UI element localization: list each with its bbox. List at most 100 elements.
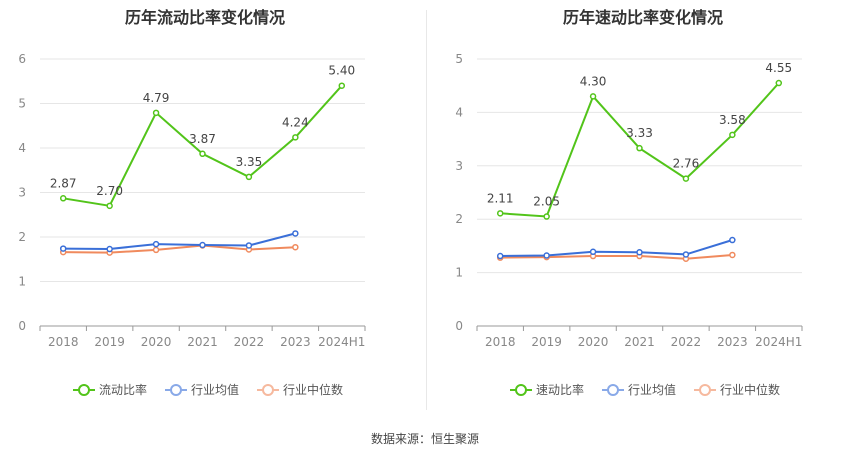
data-point [729, 131, 736, 139]
data-point [729, 251, 736, 259]
data-label: 3.35 [236, 155, 263, 169]
x-tick-label: 2022 [234, 335, 265, 349]
y-tick-label: 6 [18, 52, 26, 66]
data-label: 2.76 [673, 157, 700, 171]
data-label: 4.24 [282, 115, 309, 129]
data-label: 4.55 [765, 61, 792, 75]
legend-swatch [694, 383, 717, 397]
data-point [292, 134, 299, 141]
y-tick-label: 0 [455, 319, 463, 333]
data-point [589, 248, 597, 256]
data-point [59, 195, 67, 202]
data-point [59, 245, 67, 252]
y-tick-label: 1 [455, 266, 463, 280]
data-point [682, 251, 690, 258]
data-label: 2.11 [487, 191, 514, 205]
legend-item[interactable]: 速动比率 [510, 381, 584, 398]
left-legend: 流动比率 行业均值 行业中位数 [73, 381, 343, 398]
data-point [543, 252, 550, 259]
data-point [199, 241, 206, 249]
data-label: 3.33 [626, 126, 653, 140]
data-label: 2.87 [50, 176, 77, 190]
left-chart-title: 历年流动比率变化情况 [124, 8, 285, 27]
data-point [589, 93, 597, 100]
data-point [245, 173, 253, 181]
y-tick-label: 4 [18, 141, 26, 155]
legend-swatch [165, 383, 188, 397]
x-tick-label: 2024H1 [755, 335, 802, 349]
x-tick-label: 2021 [187, 335, 218, 349]
data-label: 2.05 [533, 195, 560, 209]
x-tick-label: 2023 [280, 335, 311, 349]
data-point [245, 242, 253, 249]
data-label: 3.87 [189, 132, 216, 146]
x-tick-label: 2018 [48, 335, 79, 349]
y-tick-label: 3 [455, 159, 463, 173]
data-point [152, 109, 160, 117]
data-label: 2.70 [96, 184, 123, 198]
chart-divider [426, 10, 427, 410]
legend-item[interactable]: 行业均值 [602, 381, 676, 398]
data-point [152, 246, 160, 254]
data-point [543, 213, 550, 220]
data-label: 5.40 [328, 64, 355, 78]
x-tick-label: 2018 [485, 335, 516, 349]
legend-label: 行业均值 [628, 383, 677, 397]
y-tick-label: 3 [18, 186, 26, 200]
series-line-2 [500, 254, 733, 260]
data-point [152, 240, 160, 248]
data-point [682, 175, 690, 182]
data-point [496, 210, 504, 217]
legend-label: 行业中位数 [283, 383, 344, 397]
y-tick-label: 0 [18, 319, 26, 333]
series-line-1 [63, 232, 296, 251]
y-tick-label: 4 [455, 105, 463, 119]
legend-item[interactable]: 行业均值 [165, 381, 239, 398]
data-point [106, 245, 113, 253]
data-point [199, 150, 206, 158]
legend-swatch [257, 383, 280, 397]
legend-swatch [602, 383, 625, 397]
legend-item[interactable]: 行业中位数 [257, 381, 343, 398]
x-tick-label: 2020 [578, 335, 609, 349]
x-tick-label: 2019 [94, 335, 125, 349]
data-label: 3.58 [719, 113, 746, 127]
data-point [775, 79, 783, 87]
data-point [729, 236, 736, 244]
legend-label: 行业均值 [191, 383, 240, 397]
quick-ratio-chart: 0 1 2 3 4 5 2018 2019 2020 2021 2022 2023 2024H1 2.11… [455, 52, 803, 349]
legend-swatch [510, 383, 532, 397]
x-tick-label: 2021 [624, 335, 655, 349]
data-point [496, 252, 504, 260]
y-tick-label: 2 [455, 212, 463, 226]
data-label: 4.30 [580, 74, 607, 88]
legend-label: 行业中位数 [720, 383, 781, 397]
right-legend: 速动比率 行业均值 行业中位数 [510, 381, 780, 398]
data-point [338, 82, 346, 89]
data-point [292, 243, 299, 251]
series-line-2 [63, 244, 296, 254]
right-chart-title: 历年速动比率变化情况 [562, 8, 723, 27]
y-tick-label: 5 [18, 97, 26, 111]
data-point [636, 144, 643, 152]
y-tick-label: 1 [18, 275, 26, 289]
series-line-1 [500, 239, 733, 257]
data-point [106, 202, 113, 210]
x-tick-label: 2022 [671, 335, 702, 349]
x-tick-label: 2023 [717, 335, 748, 349]
data-label: 4.79 [143, 91, 170, 105]
data-point [636, 249, 643, 256]
legend-item[interactable]: 流动比率 [73, 381, 147, 398]
legend-label: 流动比率 [99, 383, 148, 397]
legend-label: 速动比率 [536, 383, 585, 397]
x-tick-label: 2024H1 [318, 335, 365, 349]
legend-swatch [73, 383, 95, 397]
data-point [292, 230, 299, 237]
current-ratio-chart: 0 1 2 3 4 5 6 2018 2019 2020 2021 2022 2023 2024H1 2.8… [18, 52, 366, 349]
y-tick-label: 2 [18, 230, 26, 244]
x-tick-label: 2020 [141, 335, 172, 349]
legend-item[interactable]: 行业中位数 [694, 381, 780, 398]
x-tick-label: 2019 [531, 335, 562, 349]
y-tick-label: 5 [455, 52, 463, 66]
